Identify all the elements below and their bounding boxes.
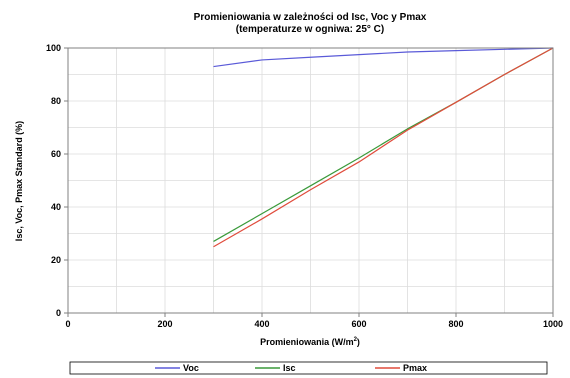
series-line-pmax	[213, 47, 554, 248]
series-line-voc	[213, 47, 554, 68]
x-tick-label: 400	[254, 319, 269, 329]
x-tick-label: 600	[351, 319, 366, 329]
legend-label-pmax: Pmax	[403, 363, 427, 373]
chart-title: Promieniowania w zależności od Isc, Voc …	[194, 12, 427, 23]
x-axis-label-main: Promieniowania (W/m	[260, 337, 354, 347]
x-axis-label-suffix: )	[357, 337, 360, 347]
y-tick-label: 20	[51, 255, 61, 265]
series-group	[213, 47, 554, 248]
legend-items: Voc Isc Pmax	[155, 363, 427, 373]
x-tick-label: 200	[157, 319, 172, 329]
legend-label-voc: Voc	[183, 363, 199, 373]
tick-labels: 0 200 400 600 800 1000 0 20 40 60 80 100	[46, 43, 563, 329]
y-tick-label: 0	[56, 308, 61, 318]
plot-frame	[67, 47, 554, 314]
y-tick-label: 80	[51, 96, 61, 106]
y-tick-label: 100	[46, 43, 61, 53]
y-tick-label: 40	[51, 202, 61, 212]
legend-box	[69, 361, 548, 375]
x-tick-label: 1000	[543, 319, 563, 329]
x-tick-label: 0	[65, 319, 70, 329]
y-axis-label: Isc, Voc, Pmax Standard (%)	[14, 121, 24, 241]
x-axis-label: Promieniowania (W/m2)	[260, 337, 360, 347]
legend-label-isc: Isc	[283, 363, 296, 373]
legend: Voc Isc Pmax	[69, 361, 548, 375]
chart-subtitle: (temperaturze w ogniwa: 25° C)	[236, 24, 384, 35]
y-tick-label: 60	[51, 149, 61, 159]
x-tick-label: 800	[448, 319, 463, 329]
x-axis-label-superscript: 2	[354, 337, 358, 343]
